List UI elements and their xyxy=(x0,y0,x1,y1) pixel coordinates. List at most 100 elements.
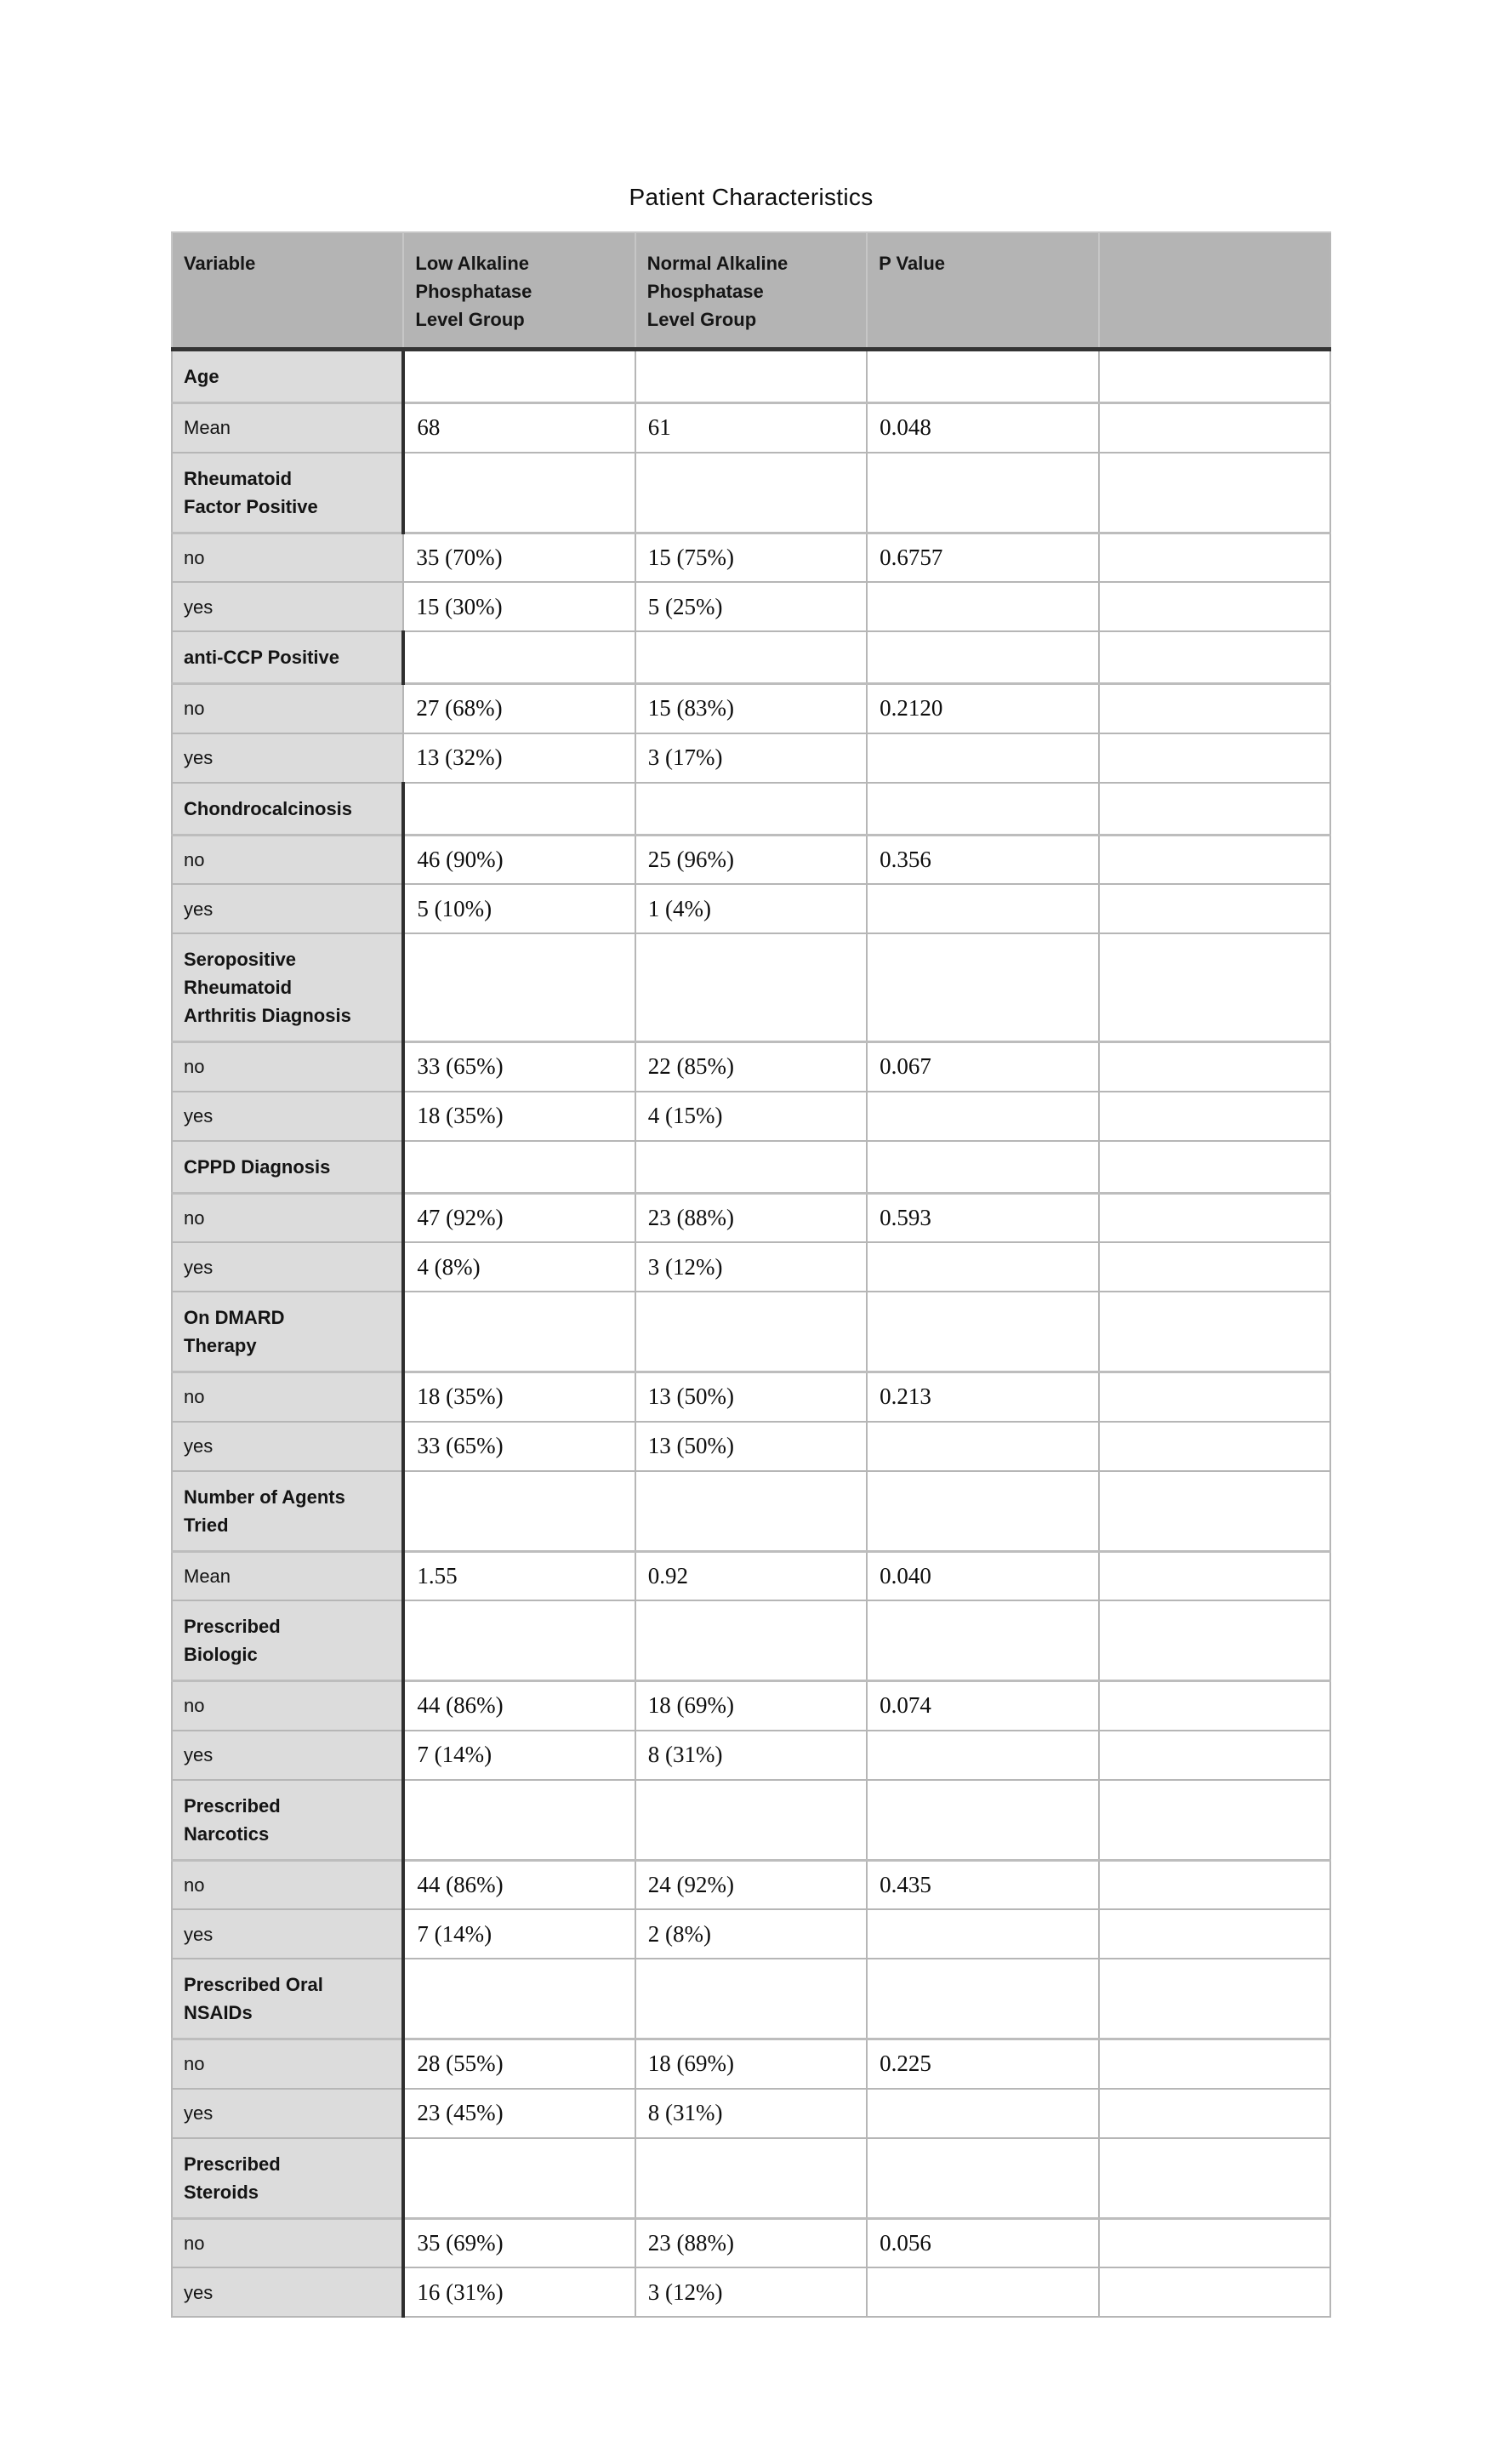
row-label: no xyxy=(170,1371,405,1423)
cell-low-group-value: 35 (70%) xyxy=(402,532,636,583)
header-row: Variable Low Alkaline Phosphatase Level … xyxy=(170,231,1330,350)
row-label: Mean xyxy=(170,402,405,453)
cell-low-group-value: 68 xyxy=(401,402,636,453)
table-row: Chondrocalcinosis xyxy=(170,781,1332,836)
cell-normal-group-value: 3 (12%) xyxy=(634,2267,868,2318)
row-label: no xyxy=(170,1859,405,1910)
cell-normal-group-value xyxy=(634,1469,868,1552)
cell-low-group-value: 47 (92%) xyxy=(401,1192,636,1243)
cell-low-group-value: 18 (35%) xyxy=(401,1090,636,1142)
row-label: Chondrocalcinosis xyxy=(170,781,405,836)
cell-empty xyxy=(1097,1908,1332,1959)
row-label: yes xyxy=(170,1241,405,1292)
cell-p-value: 0.356 xyxy=(866,834,1100,885)
table-row: no 44 (86%) 18 (69%) 0.074 xyxy=(170,1680,1332,1731)
row-label: no xyxy=(170,2038,405,2090)
cell-empty xyxy=(1097,402,1332,453)
table-row: Mean 1.55 0.92 0.040 xyxy=(170,1550,1332,1601)
cell-low-group-value: 44 (86%) xyxy=(401,1859,636,1910)
cell-empty xyxy=(1097,2267,1332,2318)
cell-p-value: 0.213 xyxy=(866,1371,1100,1423)
cell-low-group-value: 15 (30%) xyxy=(402,581,636,632)
cell-p-value xyxy=(866,2267,1100,2318)
cell-low-group-value xyxy=(401,1291,636,1373)
table-row: yes 15 (30%) 5 (25%) xyxy=(170,581,1332,632)
cell-low-group-value: 46 (90%) xyxy=(401,834,636,885)
table-row: no 28 (55%) 18 (69%) 0.225 xyxy=(170,2038,1332,2090)
row-label: Prescribed Biologic xyxy=(170,1600,405,1682)
cell-empty xyxy=(1097,630,1332,685)
table-row: no 35 (70%) 15 (75%) 0.6757 xyxy=(170,532,1332,583)
cell-low-group-value: 13 (32%) xyxy=(402,732,636,784)
document-page: Patient Characteristics Variable Low Alk… xyxy=(170,0,1332,2318)
cell-p-value: 0.2120 xyxy=(866,682,1100,734)
cell-p-value xyxy=(866,581,1100,632)
cell-normal-group-value xyxy=(634,630,868,685)
column-header-variable: Variable xyxy=(170,231,404,350)
cell-p-value xyxy=(866,451,1100,533)
cell-empty xyxy=(1097,732,1332,784)
cell-empty xyxy=(1097,1680,1332,1731)
cell-p-value xyxy=(866,933,1100,1043)
cell-normal-group-value xyxy=(634,348,868,404)
cell-empty xyxy=(1097,1958,1332,2040)
table-row: Rheumatoid Factor Positive xyxy=(170,451,1332,533)
cell-p-value xyxy=(866,1139,1100,1194)
cell-normal-group-value: 18 (69%) xyxy=(634,2038,868,2090)
cell-low-group-value: 1.55 xyxy=(401,1550,636,1601)
cell-low-group-value xyxy=(401,630,636,685)
cell-normal-group-value: 61 xyxy=(634,402,868,453)
table-row: Prescribed Steroids xyxy=(170,2136,1332,2219)
row-label: On DMARD Therapy xyxy=(170,1291,405,1373)
cell-low-group-value: 16 (31%) xyxy=(401,2267,636,2318)
cell-low-group-value xyxy=(401,1600,636,1682)
column-header-low-alkaline-group: Low Alkaline Phosphatase Level Group xyxy=(402,231,635,350)
cell-normal-group-value xyxy=(634,1958,868,2040)
cell-p-value xyxy=(866,2087,1100,2139)
cell-empty xyxy=(1097,883,1332,934)
table-row: yes 7 (14%) 8 (31%) xyxy=(170,1729,1332,1781)
cell-p-value xyxy=(866,1778,1100,1861)
table-row: yes 18 (35%) 4 (15%) xyxy=(170,1090,1332,1142)
cell-empty xyxy=(1097,2136,1332,2219)
cell-low-group-value xyxy=(401,2136,636,2219)
cell-p-value xyxy=(866,1291,1100,1373)
row-label: yes xyxy=(170,2087,405,2139)
cell-p-value: 0.067 xyxy=(866,1041,1100,1092)
cell-empty xyxy=(1097,933,1332,1043)
column-header-empty xyxy=(1097,231,1330,350)
cell-p-value: 0.225 xyxy=(866,2038,1100,2090)
table-row: yes 5 (10%) 1 (4%) xyxy=(170,883,1332,934)
cell-normal-group-value: 5 (25%) xyxy=(634,581,868,632)
cell-empty xyxy=(1097,1600,1332,1682)
table-row: Number of Agents Tried xyxy=(170,1469,1332,1552)
row-label: no xyxy=(170,682,405,734)
patient-characteristics-table: Variable Low Alkaline Phosphatase Level … xyxy=(170,231,1332,2318)
cell-p-value xyxy=(866,348,1100,404)
row-label: Rheumatoid Factor Positive xyxy=(170,451,405,533)
cell-normal-group-value: 1 (4%) xyxy=(634,883,868,934)
cell-low-group-value xyxy=(401,1778,636,1861)
row-label: no xyxy=(170,1041,405,1092)
cell-normal-group-value: 3 (17%) xyxy=(634,732,868,784)
cell-low-group-value: 23 (45%) xyxy=(401,2087,636,2139)
cell-normal-group-value xyxy=(634,1600,868,1682)
cell-normal-group-value: 23 (88%) xyxy=(634,1192,868,1243)
cell-low-group-value: 33 (65%) xyxy=(401,1420,636,1472)
cell-empty xyxy=(1097,1859,1332,1910)
cell-empty xyxy=(1097,2217,1332,2268)
table-row: yes 7 (14%) 2 (8%) xyxy=(170,1908,1332,1959)
cell-normal-group-value: 13 (50%) xyxy=(634,1371,868,1423)
row-label: no xyxy=(170,532,405,583)
table-row: no 46 (90%) 25 (96%) 0.356 xyxy=(170,834,1332,885)
row-label: Number of Agents Tried xyxy=(170,1469,405,1552)
cell-low-group-value xyxy=(401,348,636,404)
cell-p-value xyxy=(866,1241,1100,1292)
table-row: Age xyxy=(170,348,1332,404)
cell-empty xyxy=(1097,348,1332,404)
table-row: yes 23 (45%) 8 (31%) xyxy=(170,2087,1332,2139)
cell-p-value xyxy=(866,781,1100,836)
row-label: yes xyxy=(170,1729,405,1781)
cell-empty xyxy=(1097,532,1332,583)
cell-normal-group-value: 4 (15%) xyxy=(634,1090,868,1142)
